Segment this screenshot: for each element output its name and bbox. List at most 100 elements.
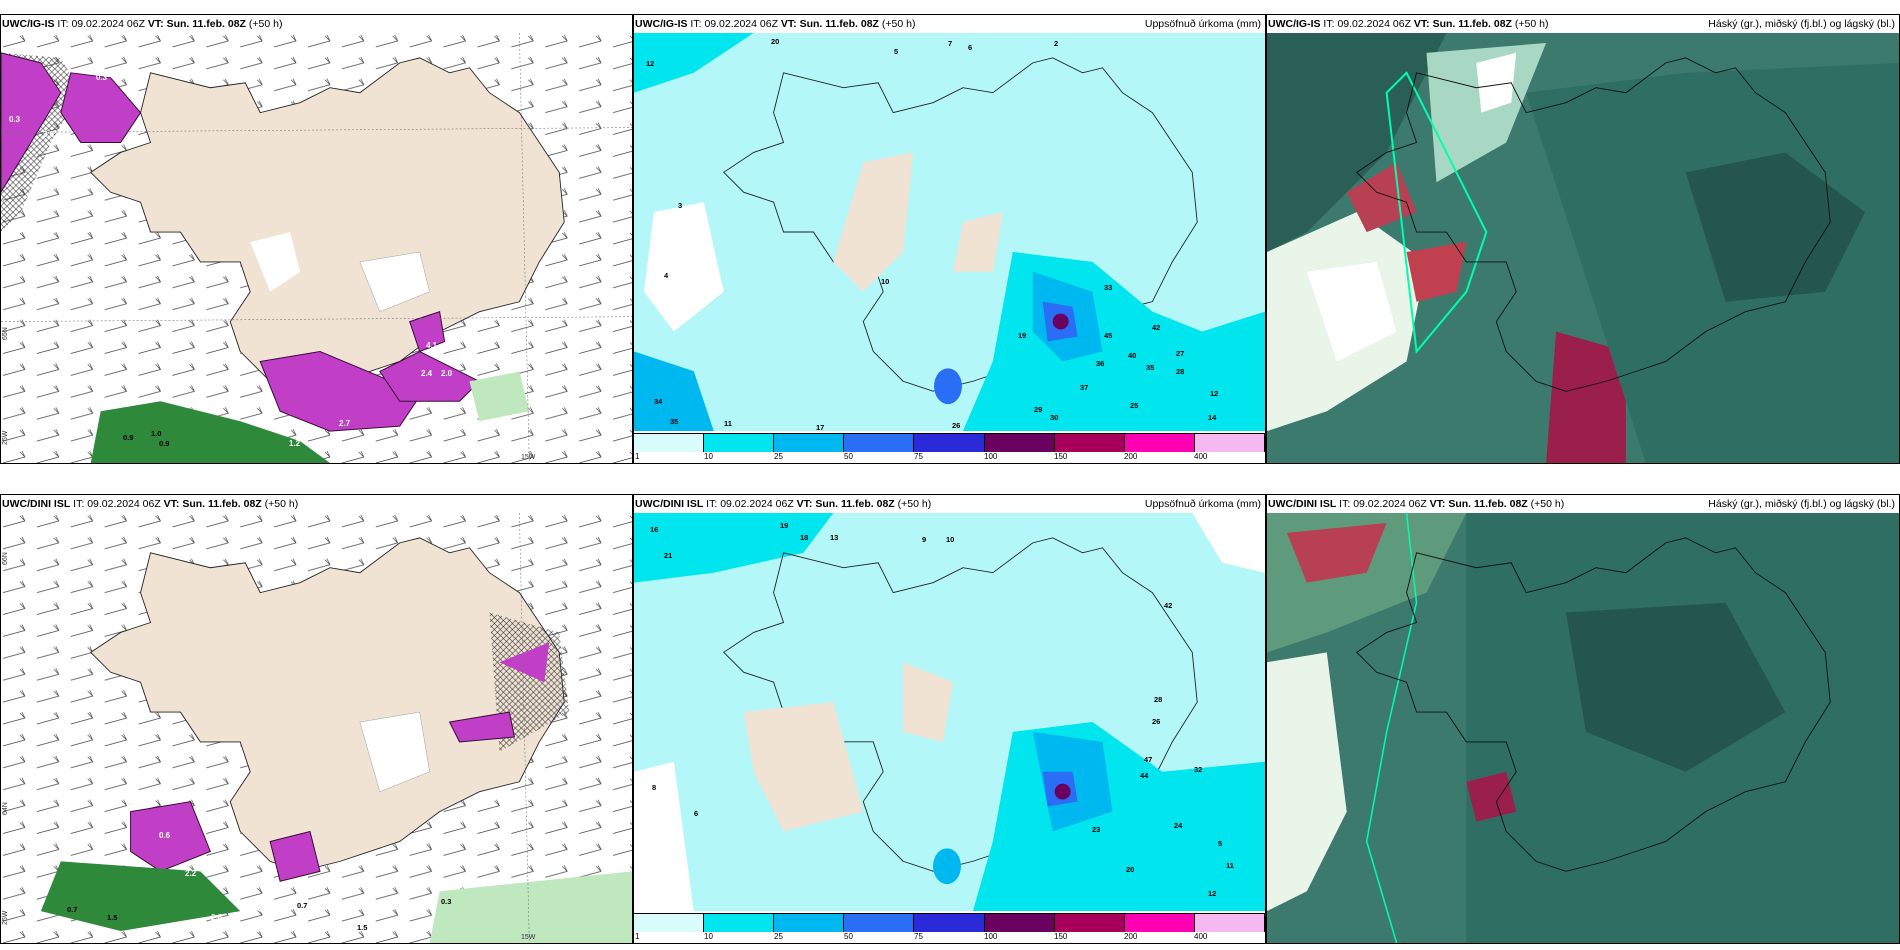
precip-value: 7 (948, 39, 953, 48)
legend-ticks: 1 10 25 50 75 100 150 200 400 (634, 931, 1265, 943)
cloud-cover-map (1267, 33, 1899, 463)
cloud-cover-map (1267, 513, 1899, 943)
precip-value: 2.7 (339, 419, 351, 428)
precip-map (634, 513, 1265, 911)
lead-time: (+50 h) (1530, 498, 1565, 510)
precip-value: 4 (664, 271, 669, 280)
legend-swatch (1194, 434, 1265, 452)
precip-value: 40 (1128, 351, 1137, 360)
precip-value: 8 (652, 783, 657, 792)
precip-value: 17 (816, 423, 825, 432)
precip-value: 19 (780, 521, 789, 530)
it-label: IT: (73, 498, 85, 510)
vt-label: VT: (1429, 498, 1446, 510)
it-value: 09.02.2024 06Z (87, 498, 161, 510)
vt-value: Sun. 11.feb. 08Z (799, 18, 879, 30)
panel-header: UWC/IG-IS IT: 09.02.2024 06Z VT: Sun. 11… (1267, 15, 1899, 33)
precip-value: 3 (678, 201, 683, 210)
legend-tick: 50 (844, 452, 853, 461)
legend-swatch (984, 434, 1055, 452)
legend-tick: 150 (1054, 932, 1068, 941)
precip-map (634, 33, 1265, 431)
lon-label: 25W (2, 910, 9, 925)
map-title: Háský (gr.), miðský (fj.bl.) og lágský (… (1708, 18, 1895, 30)
precip-value: 1.5 (107, 913, 118, 922)
vt-value: Sun. 11.feb. 08Z (1448, 498, 1528, 510)
precip-value: 35 (670, 417, 679, 426)
precip-value: 5 (894, 47, 899, 56)
precip-color-legend: 1 10 25 50 75 100 150 200 400 (634, 433, 1265, 463)
it-label: IT: (690, 18, 702, 30)
iceland-land (90, 57, 565, 392)
it-value: 09.02.2024 06Z (1337, 18, 1411, 30)
lead-time: (+50 h) (248, 18, 283, 30)
precip-value: 0.9 (159, 439, 170, 448)
panel-header: UWC/DINI ISL IT: 09.02.2024 06Z VT: Sun.… (634, 495, 1265, 513)
vt-label: VT: (163, 498, 180, 510)
precip-value: 20 (1126, 865, 1135, 874)
cloud-map-svg (1267, 33, 1899, 463)
precip-value: 0.9 (123, 433, 134, 442)
legend-tick: 25 (774, 452, 783, 461)
precip-value: 1.0 (151, 429, 162, 438)
precip-value: 6 (968, 43, 973, 52)
precip-value: 14 (1208, 413, 1217, 422)
map-title: Uppsöfnuð úrkoma (mm) (1144, 498, 1261, 510)
precip-value: 34 (654, 397, 663, 406)
panel-header: UWC/IG-IS IT: 09.02.2024 06Z VT: Sun. 11… (634, 15, 1265, 33)
panel-top-right: UWC/IG-IS IT: 09.02.2024 06Z VT: Sun. 11… (1266, 14, 1900, 464)
model-label: UWC/IG-IS (1268, 18, 1321, 30)
lead-time: (+50 h) (264, 498, 299, 510)
legend-tick: 50 (844, 932, 853, 941)
legend-tick: 1 (635, 932, 640, 941)
legend-tick: 10 (704, 452, 713, 461)
map-title: Uppsöfnuð úrkoma (mm) (1144, 18, 1261, 30)
precip-value: 0.3 (96, 73, 108, 82)
panel-top-mid: UWC/IG-IS IT: 09.02.2024 06Z VT: Sun. 11… (633, 14, 1266, 464)
legend-swatch (774, 914, 845, 932)
precip-value: 20 (771, 37, 780, 46)
precip-value: 29 (1034, 405, 1043, 414)
lat-label: 65N (2, 327, 9, 340)
precip-value: 0.3 (9, 115, 21, 124)
it-label: IT: (57, 18, 69, 30)
map-title: Háský (gr.), miðský (fj.bl.) og lágský (… (1708, 498, 1895, 510)
wind-precip-map (1, 513, 632, 943)
precip-value: 10 (881, 277, 890, 286)
precip-value: 2.6 (211, 913, 223, 922)
legend-swatch (1054, 914, 1125, 932)
legend-tick: 200 (1124, 452, 1138, 461)
lead-time: (+50 h) (1514, 18, 1549, 30)
precip-value: 2 (1054, 39, 1059, 48)
precip-value: 26 (1152, 717, 1161, 726)
precip-value: 27 (1176, 349, 1185, 358)
legend-swatch (1054, 434, 1125, 452)
legend-tick: 10 (704, 932, 713, 941)
model-label: UWC/DINI ISL (635, 498, 704, 510)
precip-map-svg (634, 513, 1265, 911)
panel-header: UWC/IG-IS IT: 09.02.2024 06Z VT: Sun. 11… (1, 15, 632, 33)
precip-value: 12 (646, 59, 655, 68)
precip-value: 9 (922, 535, 927, 544)
vt-label: VT: (796, 498, 813, 510)
panel-header: UWC/DINI ISL IT: 09.02.2024 06Z VT: Sun.… (1, 495, 632, 513)
legend-swatch (774, 434, 845, 452)
precip-value: 33 (1104, 283, 1113, 292)
lead-time: (+50 h) (881, 18, 916, 30)
precip-value: 47 (1144, 755, 1153, 764)
legend-swatch (704, 914, 775, 932)
vt-value: Sun. 11.feb. 08Z (182, 498, 262, 510)
precip-value: 28 (1154, 695, 1163, 704)
precip-map-svg (634, 33, 1265, 431)
lon-label: 15W (521, 934, 536, 941)
precip-value: 23 (1092, 825, 1101, 834)
precip-value: 11 (724, 419, 732, 428)
vt-label: VT: (780, 18, 797, 30)
precip-value: 2.0 (441, 369, 453, 378)
precip-value: 0.7 (67, 905, 78, 914)
precip-value: 1.5 (357, 923, 368, 932)
legend-tick: 100 (984, 452, 998, 461)
legend-bar (634, 433, 1265, 452)
legend-tick: 75 (914, 452, 923, 461)
lat-label: 66N (2, 552, 9, 565)
